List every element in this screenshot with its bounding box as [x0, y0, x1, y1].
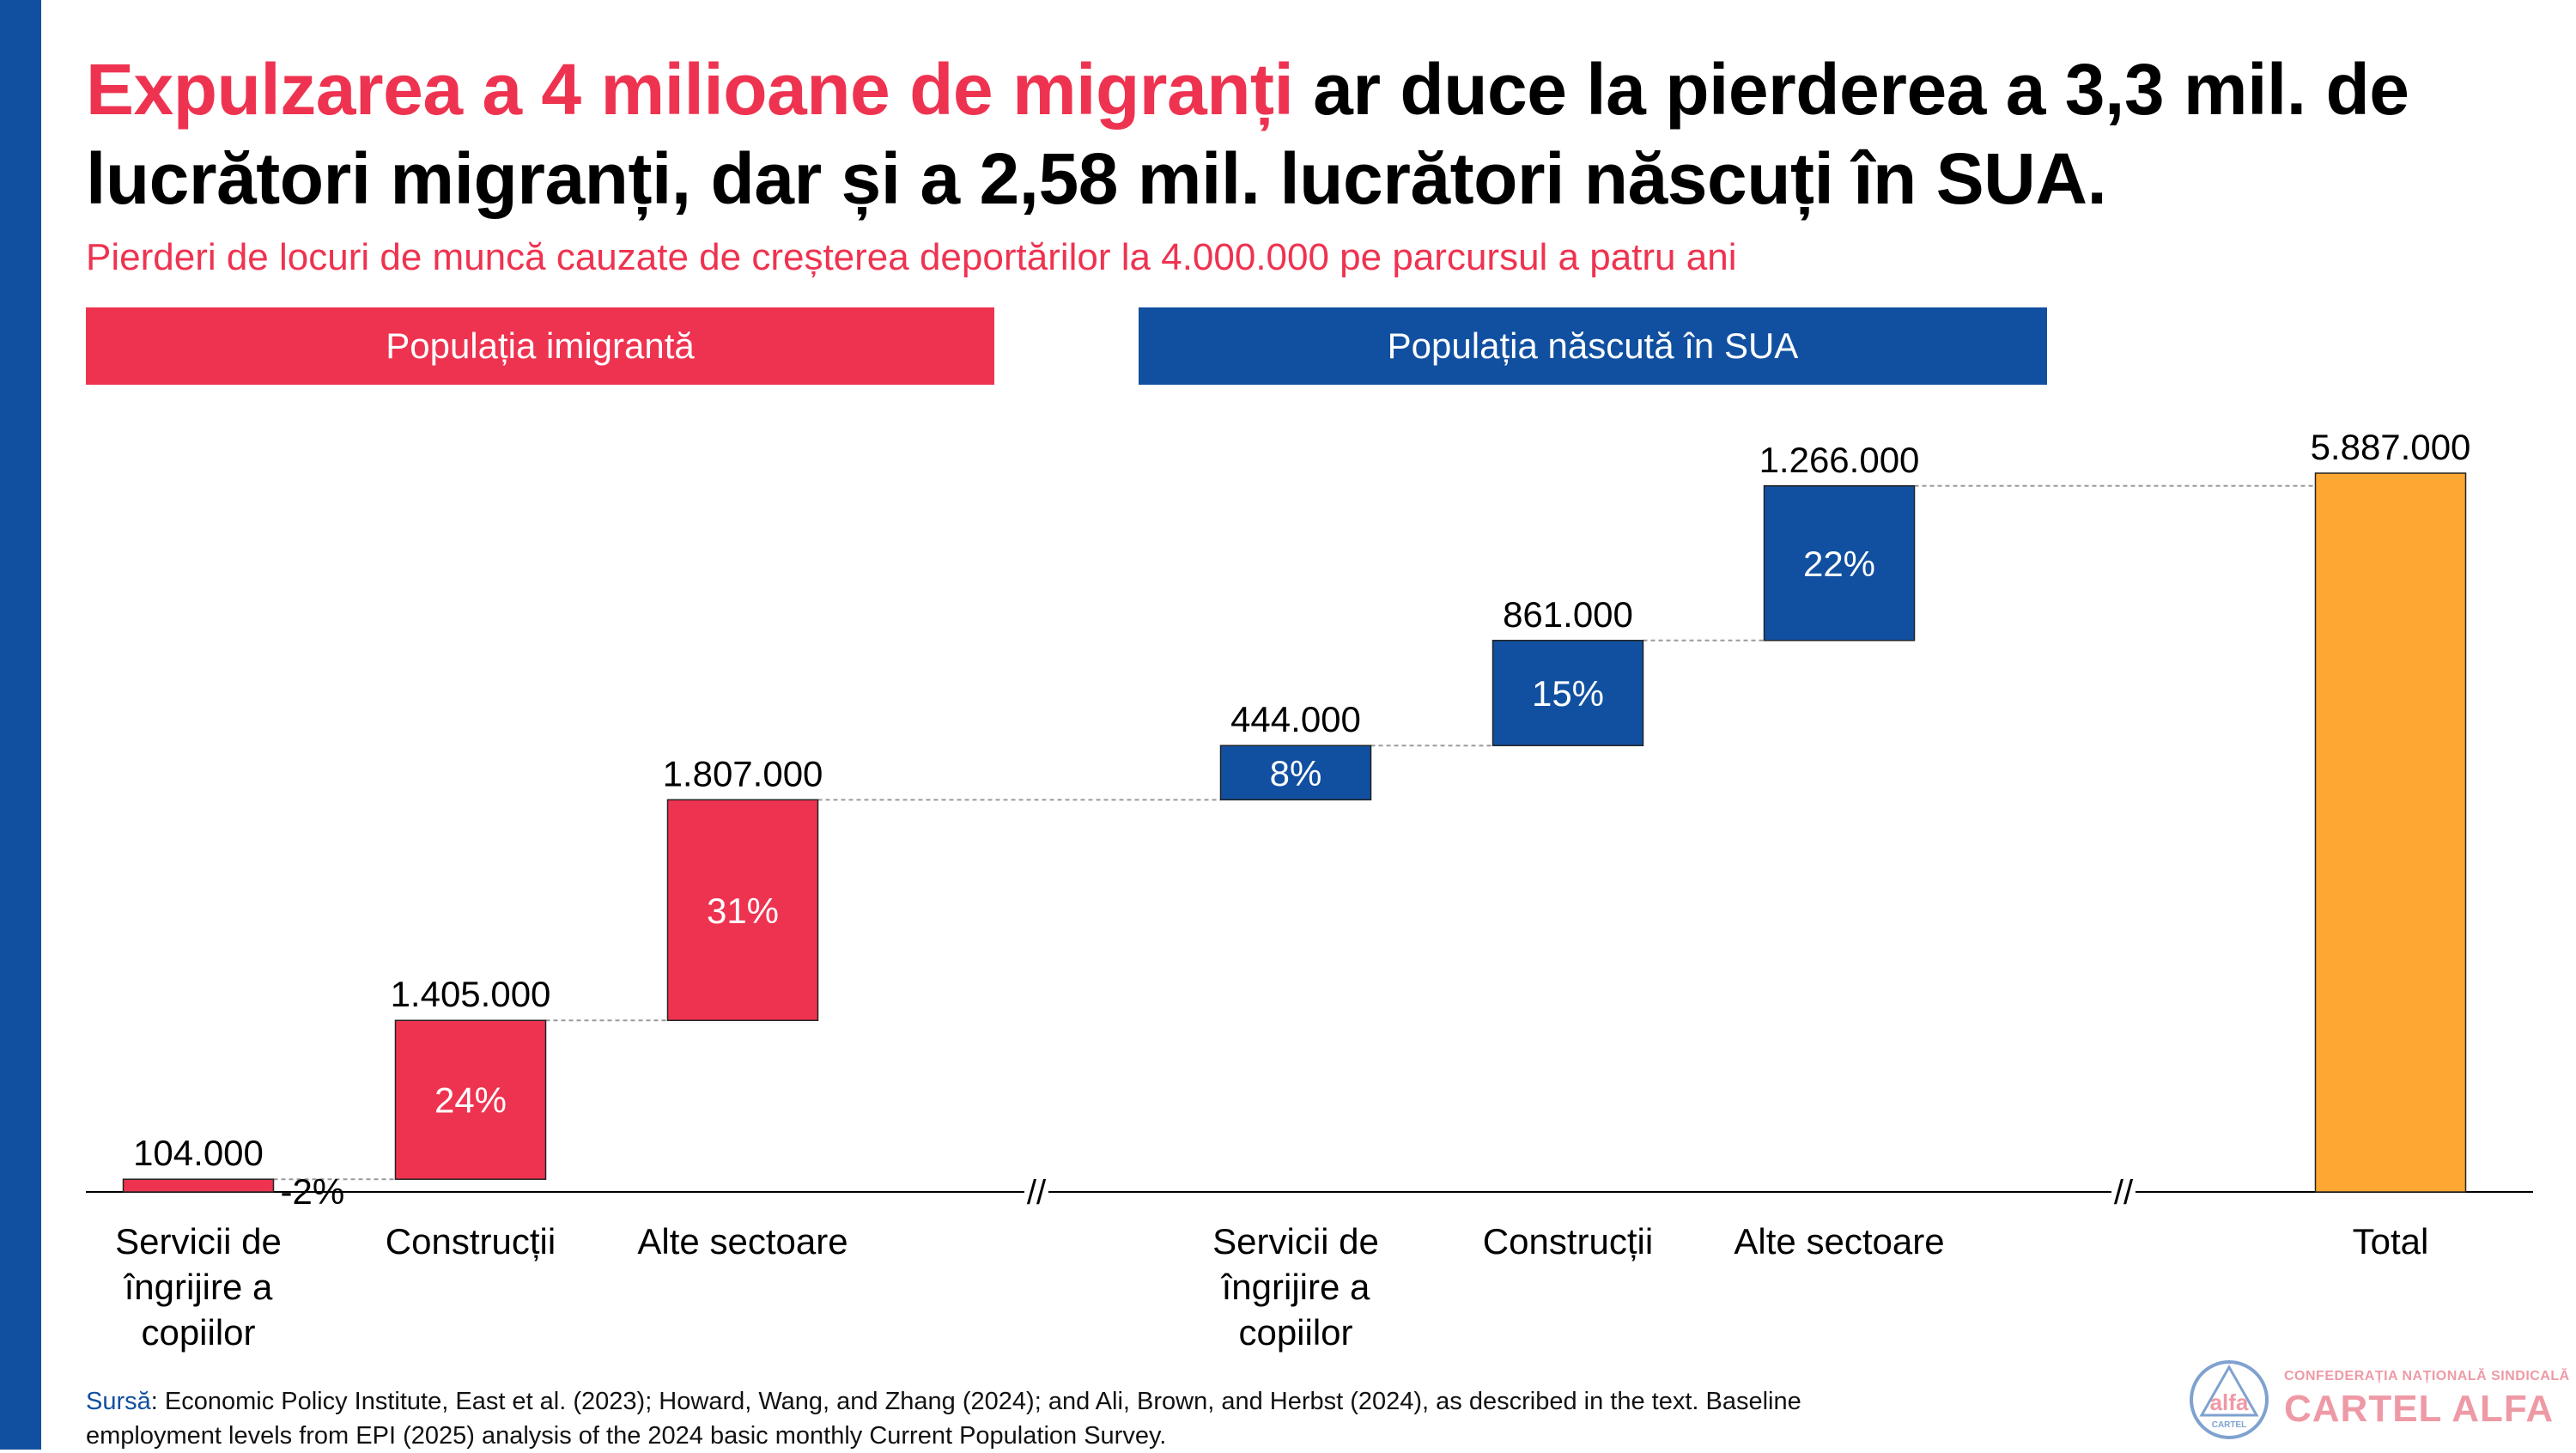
axis-break-gap-1 — [1024, 1189, 1048, 1195]
category-label-3: Alte sectoare — [637, 1221, 848, 1261]
immigrant-population-band: Populația imigrantă — [86, 307, 994, 385]
source-label: Sursă — [86, 1388, 151, 1415]
cartel-alfa-logo: alfa CARTEL CONFEDERAȚIA NAȚIONALĂ SINDI… — [2188, 1359, 2569, 1441]
pct-label-6: 22% — [1803, 544, 1875, 584]
pct-label-4: 8% — [1270, 753, 1322, 793]
bar-6 — [1763, 485, 1916, 641]
page-title: Expulzarea a 4 milioane de migranți ar d… — [86, 45, 2524, 223]
category-label-6: Alte sectoare — [1734, 1221, 1944, 1261]
category-label-7: Total — [2353, 1221, 2429, 1261]
logo-mark-text: alfa — [2210, 1389, 2249, 1415]
pct-label-5: 15% — [1532, 673, 1604, 714]
title-highlight: Expulzarea a 4 milioane de migranți — [86, 49, 1294, 130]
alfa-logo-icon: alfa CARTEL — [2190, 1360, 2269, 1439]
pct-label-1: -2% — [281, 1171, 345, 1212]
source-note: Sursă: Economic Policy Institute, East e… — [86, 1384, 1803, 1453]
value-label-4: 444.000 — [1230, 699, 1361, 739]
bar-5 — [1492, 640, 1644, 746]
us-born-population-band: Populația născută în SUA — [1139, 307, 2047, 385]
value-label-2: 1.405.000 — [391, 974, 551, 1014]
source-text: : Economic Policy Institute, East et al.… — [86, 1388, 1801, 1450]
bar-2 — [394, 1019, 547, 1180]
value-label-7: 5.887.000 — [2311, 427, 2471, 467]
category-label-2: Construcții — [386, 1221, 556, 1261]
category-label-1: Servicii de îngrijire a copiilor — [115, 1221, 282, 1353]
pct-label-2: 24% — [434, 1080, 507, 1121]
value-label-5: 861.000 — [1503, 594, 1633, 635]
axis-break-gap-2 — [2111, 1189, 2136, 1195]
category-label-4: Servicii de îngrijire a copiilor — [1212, 1221, 1379, 1353]
pct-label-3: 31% — [707, 891, 779, 931]
bar-3 — [666, 799, 819, 1021]
bar-7 — [2314, 472, 2467, 1193]
logo-name: CARTEL ALFA — [2284, 1388, 2555, 1430]
value-label-1: 104.000 — [133, 1133, 264, 1173]
bar-4 — [1219, 745, 1372, 801]
axis-break-mark-2: // — [2114, 1174, 2134, 1212]
value-label-6: 1.266.000 — [1759, 440, 1920, 480]
logo-mark-sub: CARTEL — [2212, 1420, 2247, 1430]
left-accent-stripe — [0, 0, 41, 1450]
axis-break-mark-1: // — [1027, 1174, 1047, 1212]
subtitle: Pierderi de locuri de muncă cauzate de c… — [86, 236, 1737, 278]
category-label-5: Construcții — [1483, 1221, 1653, 1261]
value-label-3: 1.807.000 — [663, 753, 823, 793]
title-rest: ar duce la pierderea a 3,3 mil. de lucră… — [86, 49, 2409, 219]
bar-1 — [122, 1178, 275, 1193]
logo-top-line: CONFEDERAȚIA NAȚIONALĂ SINDICALĂ — [2284, 1369, 2570, 1383]
